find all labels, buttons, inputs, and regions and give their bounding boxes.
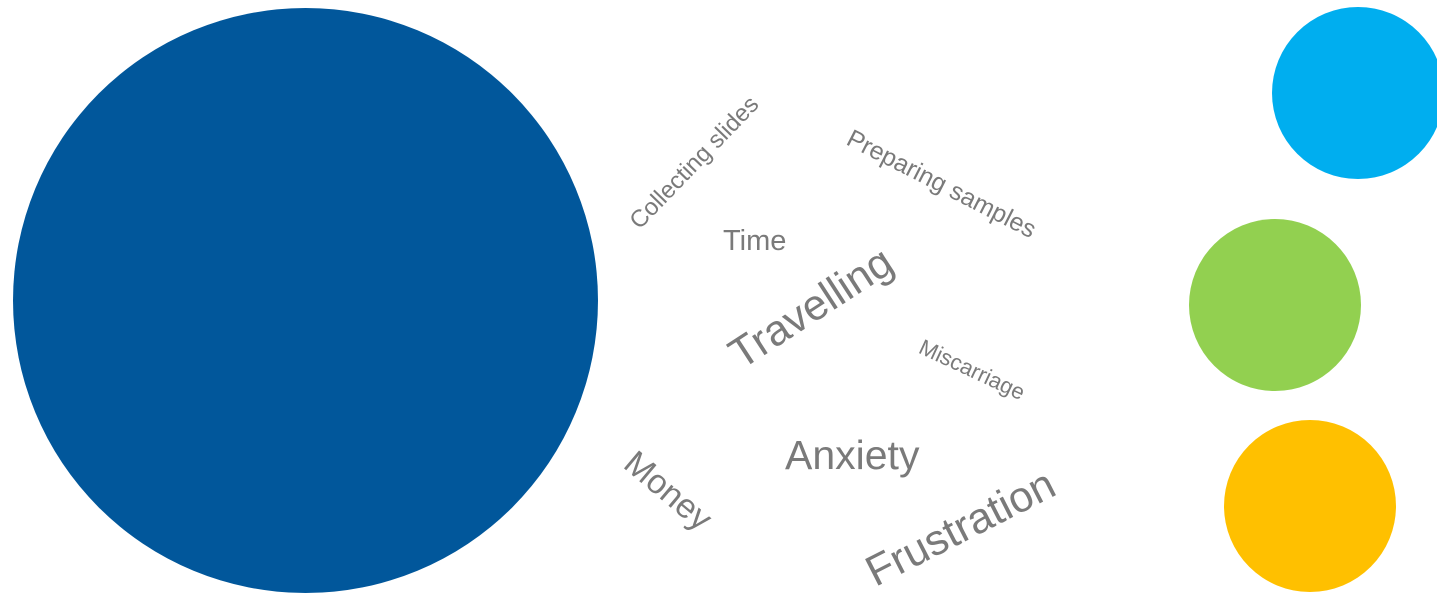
word-money: Money — [616, 443, 720, 539]
green-circle — [1189, 219, 1361, 391]
word-collecting-slides: Collecting slides — [624, 90, 765, 235]
large-dark-blue-circle — [13, 8, 598, 593]
word-time: Time — [723, 225, 787, 257]
word-travelling: Travelling — [720, 237, 902, 379]
word-miscarriage: Miscarriage — [915, 334, 1029, 405]
light-blue-circle — [1272, 7, 1437, 179]
word-anxiety: Anxiety — [785, 432, 920, 478]
word-frustration: Frustration — [858, 460, 1063, 597]
word-preparing-samples: Preparing samples — [842, 124, 1041, 244]
yellow-circle — [1224, 420, 1396, 592]
